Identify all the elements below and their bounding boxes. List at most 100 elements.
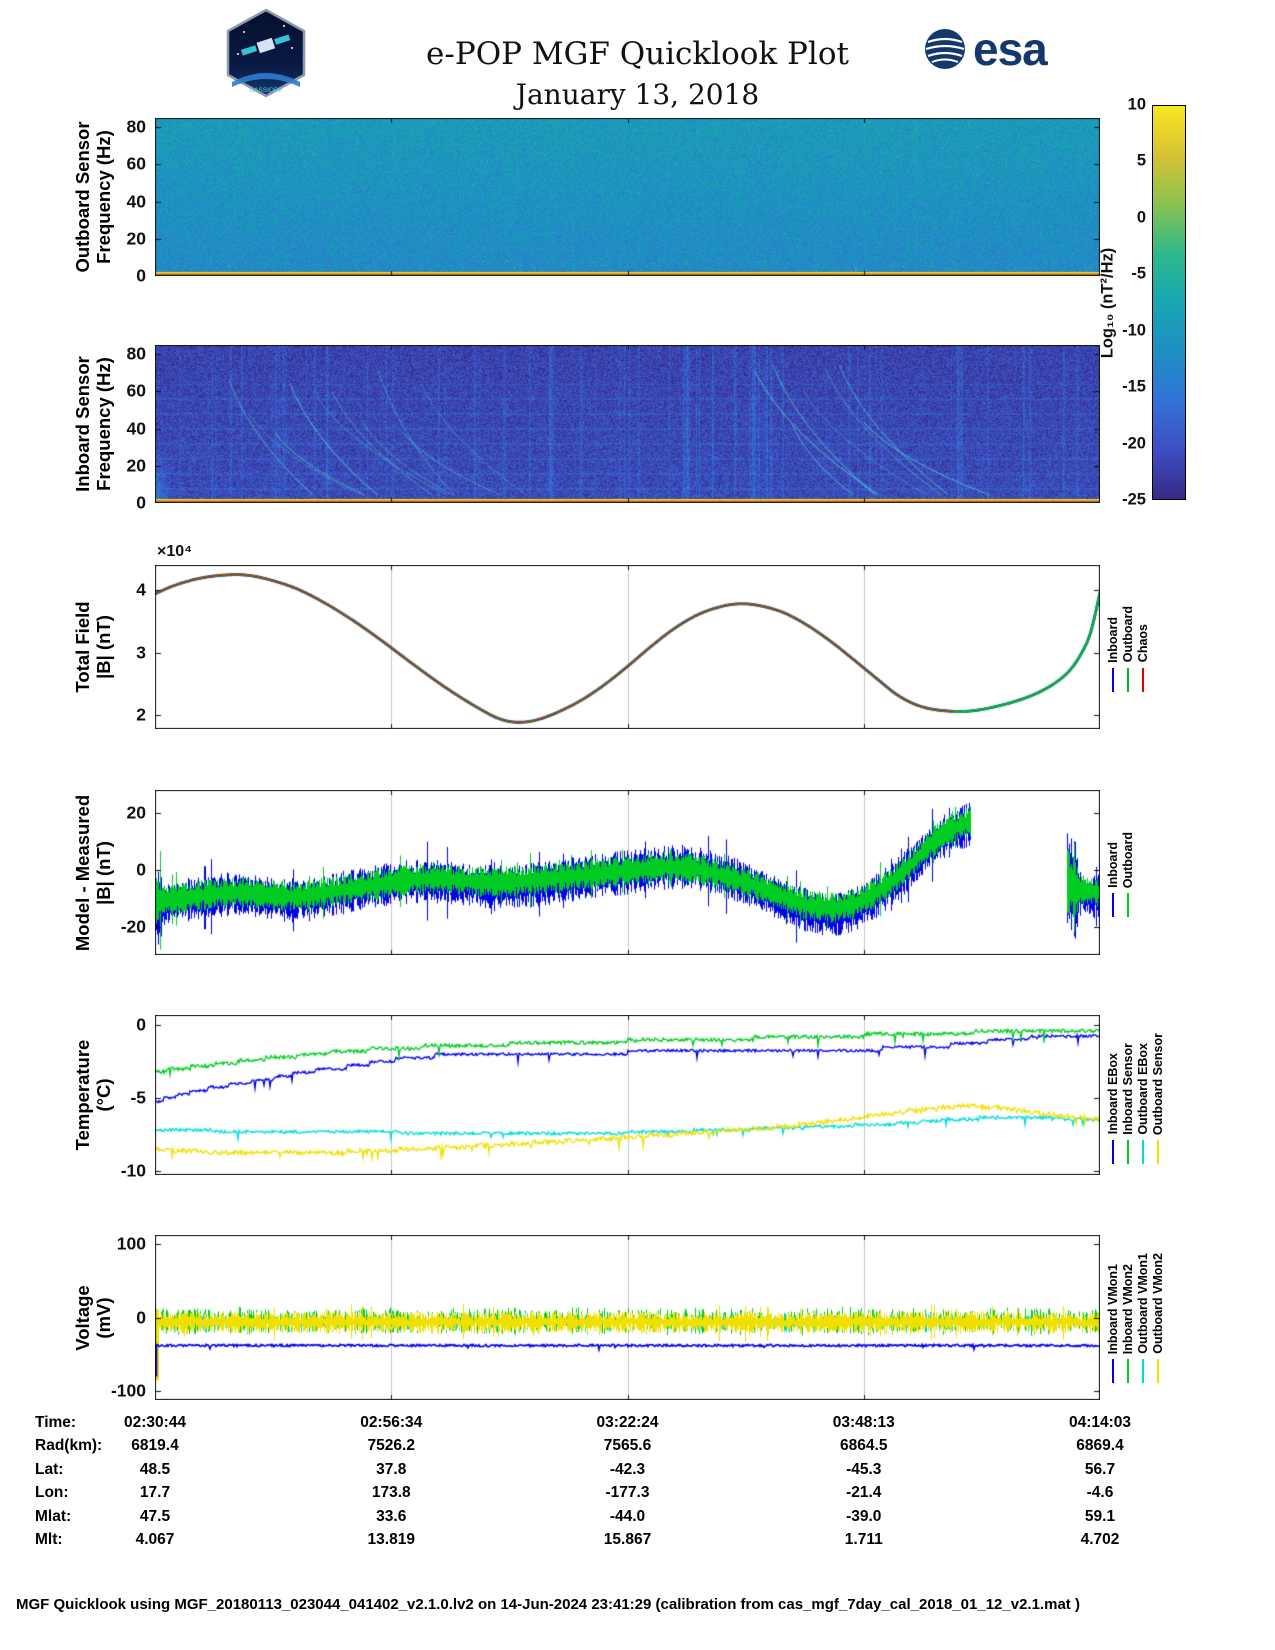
logo-satellite <box>240 34 291 56</box>
table-row-label: Lat: <box>35 1460 64 1478</box>
colorbar-tick-label: -20 <box>1122 434 1146 453</box>
panel-2 <box>155 345 1100 503</box>
legend-entry: Inboard VMon1 <box>1106 1264 1120 1383</box>
legend-label: Inboard Sensor <box>1121 1043 1135 1135</box>
table-cell: 6869.4 <box>1076 1437 1124 1455</box>
panel-6 <box>155 1235 1100 1400</box>
legend-label: Chaos <box>1136 624 1150 663</box>
panel-4 <box>155 790 1100 955</box>
panel-6-canvas <box>155 1235 1100 1400</box>
ytick-label: 0 <box>136 1307 146 1327</box>
panel-5-canvas <box>155 1015 1100 1175</box>
table-cell: 6864.5 <box>840 1437 888 1455</box>
ytick-label: 40 <box>126 191 146 212</box>
ylabel-panel-5: Temperature (°C) <box>72 1039 114 1151</box>
legend-label: Inboard EBox <box>1106 1053 1120 1135</box>
ytick-label: 80 <box>126 116 146 137</box>
ylabel-panel-1: Outboard Sensor Frequency (Hz) <box>72 121 114 273</box>
ytick-label: 0 <box>136 265 146 286</box>
legend-entry: Inboard VMon2 <box>1121 1264 1135 1383</box>
legend-line-swatch <box>1126 667 1130 692</box>
legend-label: Outboard <box>1121 831 1135 889</box>
ytick-label: 40 <box>126 418 146 439</box>
table-cell: 17.7 <box>139 1484 171 1502</box>
table-cell: -4.6 <box>1086 1484 1114 1502</box>
logo-star <box>283 25 285 27</box>
panel-1 <box>155 118 1100 276</box>
legend-entry: Outboard VMon2 <box>1151 1253 1165 1383</box>
table-row-label: Rad(km): <box>35 1437 103 1455</box>
ytick-label: 0 <box>136 1014 146 1035</box>
esa-logo-text: esa <box>973 23 1048 75</box>
legend-label: Outboard Sensor <box>1151 1032 1165 1135</box>
legend-entry: Inboard <box>1106 842 1120 918</box>
legend-label: Outboard <box>1121 606 1135 663</box>
legend-panel-6: Inboard VMon1 Inboard VMon2 Outboard VMon1… <box>1106 1252 1165 1383</box>
colorbar-label: Log₁₀ (nT²/Hz) <box>1098 247 1117 358</box>
footer-caption: MGF Quicklook using MGF_20180113_023044_… <box>16 1596 1080 1613</box>
legend-line-swatch <box>1141 667 1145 692</box>
table-row-label: Lon: <box>35 1484 69 1502</box>
table-cell: -177.3 <box>605 1484 650 1502</box>
table-cell: 7565.6 <box>603 1437 652 1455</box>
table-cell: 6819.4 <box>131 1437 179 1455</box>
panel-4-canvas <box>155 790 1100 955</box>
legend-label: Inboard VMon1 <box>1106 1263 1120 1354</box>
legend-label: Inboard <box>1106 842 1120 889</box>
table-cell: -21.4 <box>846 1484 882 1502</box>
ytick-label: -20 <box>120 916 146 937</box>
panel-5 <box>155 1015 1100 1175</box>
legend-entry: Outboard <box>1121 831 1135 918</box>
esa-globe-icon <box>925 29 965 69</box>
table-cell: -42.3 <box>609 1460 646 1478</box>
plot-title: e-POP MGF Quicklook Plot <box>426 36 849 72</box>
ytick-label: 60 <box>126 380 146 401</box>
legend-line-swatch <box>1111 893 1115 918</box>
ytick-label: 0 <box>136 492 146 513</box>
legend-line-swatch <box>1141 1139 1145 1164</box>
table-cell: 7526.2 <box>367 1437 415 1455</box>
logo-hexagon <box>226 8 306 98</box>
table-cell: 03:48:13 <box>832 1414 895 1431</box>
ytick-label: 60 <box>126 153 146 174</box>
ytick-label: 20 <box>126 228 146 249</box>
legend-entry: Outboard VMon1 <box>1136 1253 1150 1383</box>
legend-line-swatch <box>1141 1358 1145 1383</box>
panel-1-canvas <box>155 118 1100 276</box>
legend-panel-3: Inboard Outboard Chaos <box>1106 602 1150 692</box>
ylabel-panel-2: Inboard Sensor Frequency (Hz) <box>72 356 114 492</box>
table-row-label: Time: <box>35 1414 77 1431</box>
table-cell: 03:22:24 <box>596 1414 659 1431</box>
ytick-label: 100 <box>116 1233 146 1254</box>
ylabel-panel-3: Total Field |B| (nT) <box>72 601 114 693</box>
legend-entry: Outboard Sensor <box>1151 1033 1165 1164</box>
legend-panel-4: Inboard Outboard <box>1106 828 1135 918</box>
colorbar-tick-label: -25 <box>1122 490 1146 509</box>
esa-logo: esa <box>922 23 1048 75</box>
ytick-label: 4 <box>136 579 146 600</box>
table-cell: 37.8 <box>376 1460 407 1478</box>
ytick-label: -5 <box>130 1087 146 1108</box>
table-row-label: Mlt: <box>35 1531 63 1548</box>
legend-label: Inboard VMon2 <box>1121 1263 1135 1354</box>
panel-3-canvas <box>155 565 1100 729</box>
table-cell: 56.7 <box>1084 1460 1116 1478</box>
ytick-label: 3 <box>136 642 146 663</box>
legend-line-swatch <box>1126 1358 1130 1383</box>
table-cell: 173.8 <box>371 1484 411 1502</box>
colorbar-tick-label: 0 <box>1136 208 1146 227</box>
legend-entry: Outboard EBox <box>1136 1043 1150 1164</box>
legend-entry: Inboard Sensor <box>1121 1043 1135 1164</box>
axis-scale-label: ×10⁴ <box>157 543 193 560</box>
table-cell: -39.0 <box>846 1507 882 1525</box>
ytick-label: -10 <box>120 1160 146 1181</box>
table-cell: 4.067 <box>135 1531 175 1548</box>
table-cell: 15.867 <box>603 1531 652 1548</box>
colorbar-tick-label: -15 <box>1122 377 1146 396</box>
legend-line-swatch <box>1111 667 1115 692</box>
colorbar-tick-label: -10 <box>1122 321 1146 340</box>
ytick-label: 0 <box>136 859 146 880</box>
